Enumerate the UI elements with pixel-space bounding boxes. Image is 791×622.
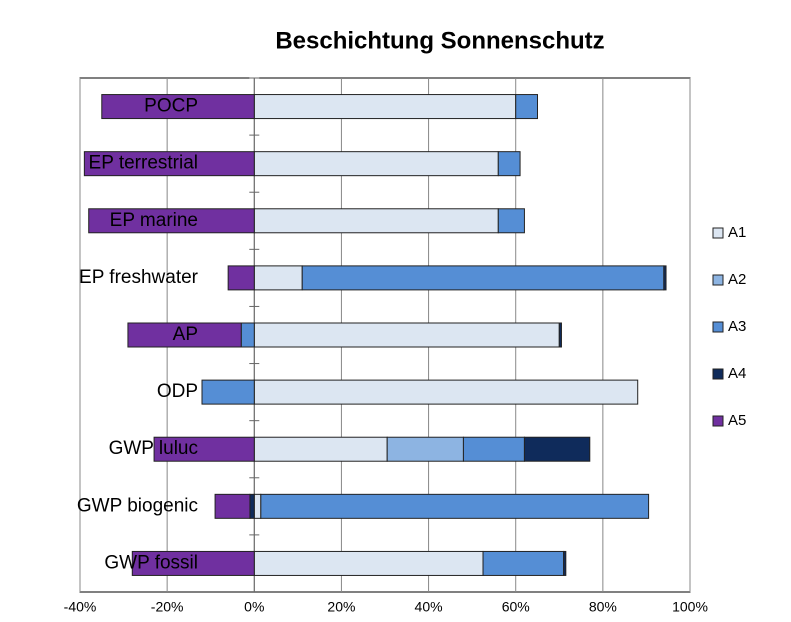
category-label: EP marine bbox=[110, 210, 198, 231]
bar-segment bbox=[101, 94, 255, 120]
category-label: ODP bbox=[157, 381, 198, 402]
bar-segment bbox=[253, 379, 639, 405]
bar-segment bbox=[386, 436, 464, 462]
bar-segment bbox=[253, 550, 484, 576]
bar-segment bbox=[131, 550, 255, 576]
bar-segment bbox=[301, 265, 665, 291]
legend-swatch bbox=[712, 227, 724, 239]
bar-segment bbox=[497, 151, 521, 177]
x-tick-label: 40% bbox=[415, 599, 443, 615]
bar-segment bbox=[253, 436, 388, 462]
x-tick-label: 20% bbox=[327, 599, 355, 615]
legend-label: A4 bbox=[728, 365, 746, 382]
bar-segment bbox=[227, 265, 255, 291]
bar-segment bbox=[260, 493, 650, 519]
bar-segment bbox=[663, 265, 667, 291]
bar-segment bbox=[462, 436, 525, 462]
bar-segment bbox=[249, 493, 255, 519]
bar-segment bbox=[88, 208, 255, 234]
legend-swatch bbox=[712, 368, 724, 380]
category-label: AP bbox=[173, 324, 198, 345]
bar-segment bbox=[201, 379, 255, 405]
bar-segment bbox=[253, 493, 262, 519]
bar-segment bbox=[497, 208, 525, 234]
bar-segment bbox=[515, 94, 539, 120]
bar-segment bbox=[214, 493, 251, 519]
category-label: EP freshwater bbox=[79, 267, 199, 288]
x-tick-label: 60% bbox=[502, 599, 530, 615]
x-tick-label: -20% bbox=[151, 599, 184, 615]
category-label: EP terrestrial bbox=[89, 153, 198, 174]
bar-segment bbox=[127, 322, 242, 348]
legend-label: A5 bbox=[728, 412, 746, 429]
legend-swatch bbox=[712, 321, 724, 333]
bar-segment bbox=[253, 208, 499, 234]
bar-segment bbox=[253, 265, 303, 291]
category-label: GWP biogenic bbox=[77, 495, 198, 516]
bar-segment bbox=[558, 322, 562, 348]
bar-segment bbox=[253, 94, 517, 120]
bar-segment bbox=[253, 151, 499, 177]
bar-segment bbox=[83, 151, 255, 177]
category-label: GWP luluc bbox=[109, 438, 198, 459]
legend-label: A3 bbox=[728, 318, 746, 335]
legend-label: A1 bbox=[728, 224, 746, 241]
chart-title: Beschichtung Sonnenschutz bbox=[275, 27, 604, 54]
bar-segment bbox=[253, 322, 560, 348]
x-tick-label: 0% bbox=[244, 599, 264, 615]
category-label: GWP fossil bbox=[104, 552, 198, 573]
bar-segment bbox=[240, 322, 255, 348]
bar-segment bbox=[563, 550, 567, 576]
x-tick-label: 100% bbox=[672, 599, 708, 615]
bar-segment bbox=[482, 550, 565, 576]
legend-swatch bbox=[712, 274, 724, 286]
x-tick-label: -40% bbox=[64, 599, 97, 615]
legend-label: A2 bbox=[728, 271, 746, 288]
bar-segment bbox=[153, 436, 255, 462]
x-tick-label: 80% bbox=[589, 599, 617, 615]
category-label: POCP bbox=[144, 96, 198, 117]
legend-swatch bbox=[712, 415, 724, 427]
bar-segment bbox=[523, 436, 591, 462]
